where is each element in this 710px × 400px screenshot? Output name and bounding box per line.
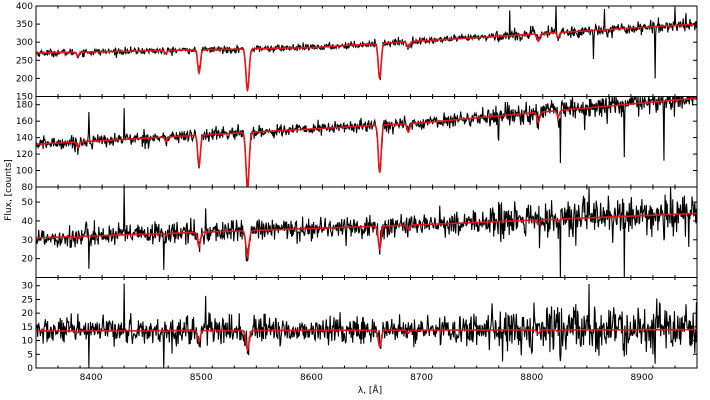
y-tick-label: 50 xyxy=(22,198,34,208)
panel-3: 20 30 40 50 xyxy=(22,186,698,278)
observed-spectrum-3 xyxy=(36,187,697,278)
x-axis: 8400 8500 8600 8700 8800 8900 xyxy=(80,373,654,383)
model-spectrum-2 xyxy=(36,97,697,187)
observed-spectrum-4 xyxy=(36,283,697,368)
x-axis-label: λ, [Å] xyxy=(358,384,382,396)
model-spectrum-3 xyxy=(36,212,697,260)
y-tick-label: 0 xyxy=(27,364,33,374)
observed-spectrum-1 xyxy=(36,6,697,92)
x-tick-label: 8700 xyxy=(410,373,433,383)
y-tick-label: 350 xyxy=(16,20,33,30)
panel-2: 80 100 120 140 160 180 xyxy=(16,96,698,193)
x-tick-label: 8500 xyxy=(190,373,213,383)
y-tick-label: 400 xyxy=(16,2,33,12)
y-tick-label: 180 xyxy=(16,101,33,111)
y-tick-label: 25 xyxy=(22,295,33,305)
panel-4: 0 5 10 15 20 25 30 xyxy=(22,277,698,374)
y-tick-label: 300 xyxy=(16,38,33,48)
y-tick-label: 250 xyxy=(16,56,33,66)
y-tick-label: 5 xyxy=(27,350,33,360)
x-tick-label: 8900 xyxy=(630,373,653,383)
x-tick-label: 8600 xyxy=(300,373,323,383)
observed-spectrum-2 xyxy=(36,96,697,187)
y-tick-label: 120 xyxy=(16,150,33,160)
y-tick-label: 140 xyxy=(16,134,33,144)
model-spectrum-4 xyxy=(36,328,697,352)
y-tick-label: 100 xyxy=(16,167,33,177)
panel-1: 150 200 250 300 350 400 xyxy=(16,2,698,103)
y-tick-label: 200 xyxy=(16,74,33,84)
y-tick-label: 150 xyxy=(16,93,33,103)
y-tick-label: 10 xyxy=(22,337,34,347)
y-tick-label: 40 xyxy=(22,217,34,227)
y-tick-label: 20 xyxy=(22,255,34,265)
y-tick-label: 15 xyxy=(22,323,33,333)
y-tick-label: 80 xyxy=(22,183,34,193)
panel-frame-4 xyxy=(35,277,698,369)
y-tick-label: 30 xyxy=(22,282,34,292)
y-tick-label: 30 xyxy=(22,236,34,246)
x-tick-label: 8400 xyxy=(80,373,103,383)
y-tick-label: 160 xyxy=(16,117,33,127)
model-spectrum-1 xyxy=(36,23,697,91)
y-axis-label: Flux, [counts] xyxy=(4,159,14,221)
panels: 1502002503003504008010012014016018020304… xyxy=(16,2,698,374)
x-tick-label: 8800 xyxy=(520,373,543,383)
y-tick-label: 20 xyxy=(22,309,34,319)
